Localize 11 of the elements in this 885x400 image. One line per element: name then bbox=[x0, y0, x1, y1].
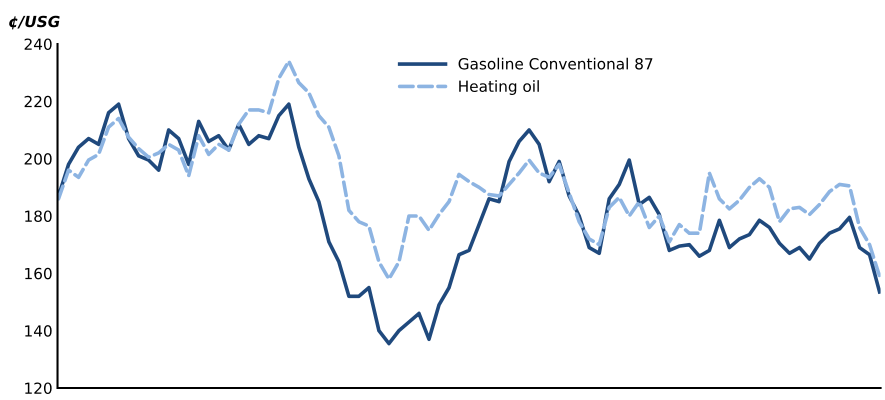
y-tick-label: 120 bbox=[25, 382, 52, 394]
y-tick-label: 180 bbox=[25, 210, 52, 222]
y-tick-label: 200 bbox=[24, 153, 52, 165]
y-tick-label: 140 bbox=[25, 325, 52, 337]
y-axis-title: ¢/USG bbox=[9, 16, 60, 30]
y-tick-label: 160 bbox=[25, 268, 52, 280]
legend-label: Heating oil bbox=[459, 80, 539, 95]
legend-label: Gasoline Conventional 87 bbox=[458, 58, 652, 70]
y-tick-label: 240 bbox=[24, 38, 52, 50]
y-tick-label: 220 bbox=[24, 96, 52, 108]
line-series bbox=[58, 59, 881, 281]
